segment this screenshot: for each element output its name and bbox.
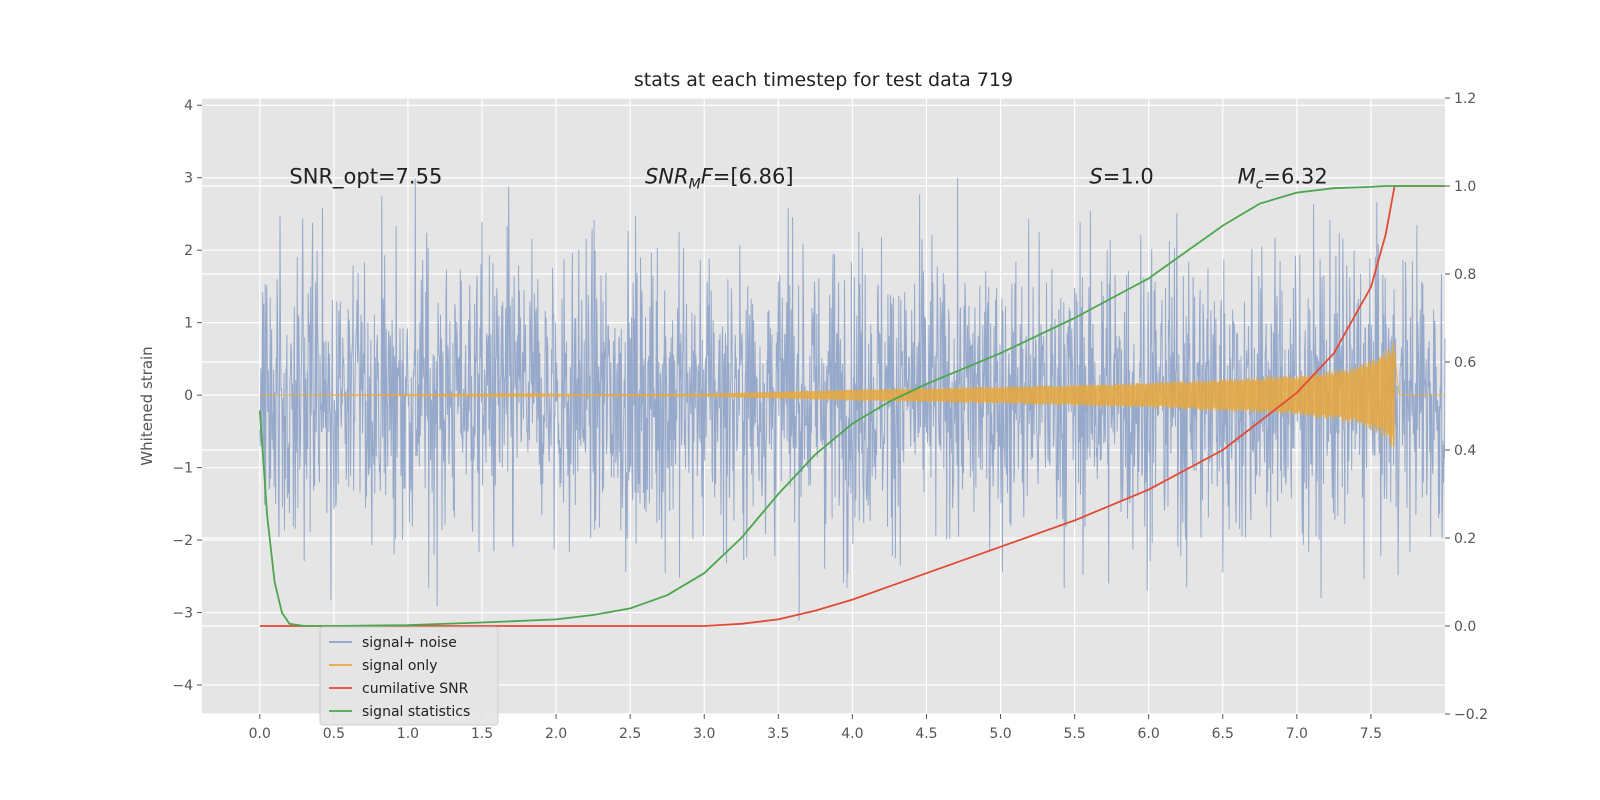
x-tick-label: 7.0 bbox=[1286, 726, 1308, 742]
x-tick-label: 4.5 bbox=[915, 726, 937, 742]
y-tick-label: 1 bbox=[184, 316, 193, 332]
y2-tick-label: 1.0 bbox=[1454, 179, 1476, 195]
x-tick-label: 4.0 bbox=[841, 726, 863, 742]
legend-box bbox=[319, 626, 499, 726]
legend-label: signal statistics bbox=[362, 704, 470, 720]
y2-tick-label: −0.2 bbox=[1454, 707, 1488, 723]
x-tick-label: 5.0 bbox=[989, 726, 1011, 742]
y2-tick-label: 0.6 bbox=[1454, 355, 1476, 371]
x-tick-label: 1.5 bbox=[471, 726, 493, 742]
annotations: SNR_opt=7.55 SNRMF=[6.86] S=1.0 Mc=6.32 bbox=[289, 165, 1327, 193]
y-tick-label: −1 bbox=[172, 461, 193, 477]
x-tick-label: 3.5 bbox=[767, 726, 789, 742]
legend-label: signal+ noise bbox=[362, 635, 457, 651]
x-tick-label: 3.0 bbox=[693, 726, 715, 742]
legend: signal+ noise signal only cumilative SNR si… bbox=[319, 626, 499, 726]
series-signal-only bbox=[259, 341, 1445, 447]
x-tick-label: 6.0 bbox=[1138, 726, 1160, 742]
x-axis: 0.0 0.5 1.0 1.5 2.0 2.5 3.0 3.5 4.0 4.5 5.0 5.5 6.0 6… bbox=[249, 714, 1382, 742]
y2-tick-label: 0.2 bbox=[1454, 531, 1476, 547]
y-tick-label: −2 bbox=[172, 533, 193, 549]
chart-title: stats at each timestep for test data 719 bbox=[634, 69, 1013, 91]
series-signal-statistics bbox=[258, 185, 1445, 627]
x-tick-label: 1.0 bbox=[397, 726, 419, 742]
y-tick-label: −3 bbox=[172, 606, 193, 622]
y-tick-label: 4 bbox=[184, 98, 193, 114]
x-tick-label: 7.5 bbox=[1360, 726, 1382, 742]
annotation: SNRMF=[6.86] bbox=[645, 165, 794, 193]
x-tick-label: 5.5 bbox=[1063, 726, 1085, 742]
annotation: SNR_opt=7.55 bbox=[289, 165, 442, 190]
annotation: Mc=6.32 bbox=[1238, 165, 1328, 193]
y-tick-label: 2 bbox=[184, 243, 193, 259]
y2-tick-label: 0.8 bbox=[1454, 267, 1476, 283]
series-signal-noise bbox=[259, 177, 1446, 621]
y-axis-label: Whitened strain bbox=[138, 346, 156, 465]
series-cumilative-snr bbox=[259, 185, 1445, 627]
y-tick-label: −4 bbox=[172, 678, 193, 694]
x-tick-label: 6.5 bbox=[1212, 726, 1234, 742]
y2-tick-label: 0.4 bbox=[1454, 443, 1476, 459]
annotation: S=1.0 bbox=[1089, 165, 1153, 189]
legend-label: cumilative SNR bbox=[362, 681, 469, 697]
x-tick-label: 0.5 bbox=[323, 726, 345, 742]
y2-tick-label: 1.2 bbox=[1454, 91, 1476, 107]
y-tick-label: 3 bbox=[184, 171, 193, 187]
x-tick-label: 0.0 bbox=[249, 726, 271, 742]
legend-label: signal only bbox=[362, 658, 437, 674]
x-tick-label: 2.5 bbox=[619, 726, 641, 742]
y-axis-left: 4 3 2 1 0 −1 −2 −3 −4 bbox=[172, 98, 202, 694]
y-tick-label: 0 bbox=[184, 388, 193, 404]
y2-tick-label: 0.0 bbox=[1454, 619, 1476, 635]
y-axis-right: 1.2 1.0 0.8 0.6 0.4 0.2 0.0 −0.2 bbox=[1445, 91, 1488, 723]
series-layer bbox=[258, 177, 1446, 627]
x-tick-label: 2.0 bbox=[545, 726, 567, 742]
